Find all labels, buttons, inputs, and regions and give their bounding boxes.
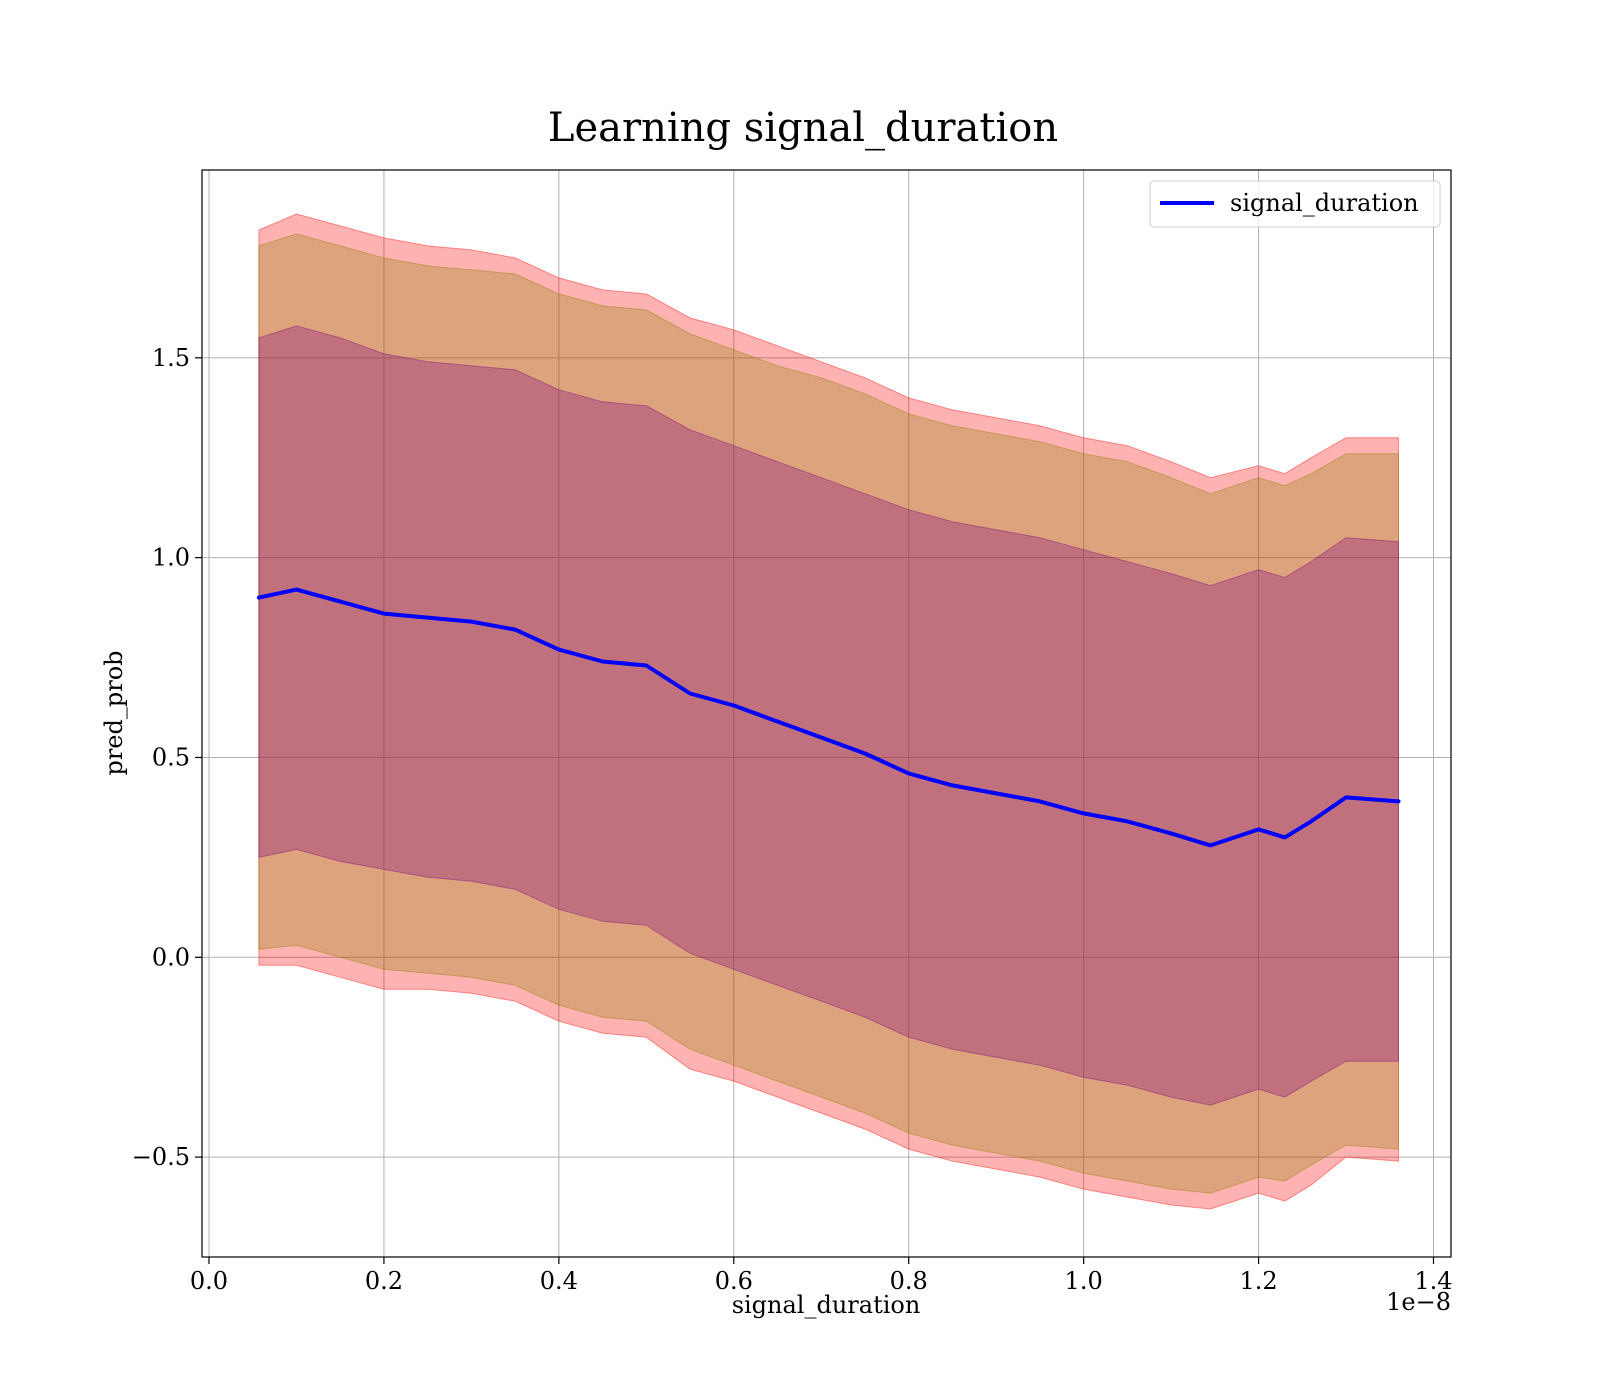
legend: signal_duration (1149, 180, 1441, 228)
y-tick-label: 0.5 (152, 743, 190, 771)
x-axis-offset-label: 1e−8 (1386, 1288, 1451, 1316)
y-tick-label: 1.0 (152, 544, 190, 572)
plot-frame (201, 169, 1452, 1258)
confidence-band-3 (258, 325, 1399, 1106)
x-tick-label: 1.0 (1065, 1267, 1103, 1295)
x-tick-label: 0.8 (890, 1267, 928, 1295)
line-layer (256, 587, 1401, 848)
x-tick-label: 1.4 (1414, 1267, 1452, 1295)
y-tick-label: −0.5 (132, 1143, 190, 1171)
band-layer (258, 213, 1399, 1210)
y-axis: −0.5 0.0 0.5 1.0 1.5 (132, 344, 202, 1171)
x-tick-label: 0.0 (190, 1267, 228, 1295)
series-line-signal-duration (256, 587, 1401, 848)
grid-layer (202, 170, 1451, 1257)
y-axis-label: pred_prob (100, 650, 128, 775)
legend-label-signal-duration: signal_duration (1230, 189, 1419, 217)
chart-title: Learning signal_duration (548, 105, 1058, 151)
x-tick-label: 0.6 (715, 1267, 753, 1295)
y-tick-label: 0.0 (152, 943, 190, 971)
x-tick-label: 1.2 (1239, 1267, 1277, 1295)
x-tick-label: 0.4 (540, 1267, 578, 1295)
confidence-band-1 (258, 213, 1399, 1210)
x-tick-label: 0.2 (365, 1267, 403, 1295)
y-tick-label: 1.5 (152, 344, 190, 372)
confidence-band-2 (258, 233, 1399, 1194)
x-axis: 0.0 0.2 0.4 0.6 0.8 1.0 1.2 1.4 (190, 1257, 1453, 1295)
x-axis-label: signal_duration (732, 1291, 921, 1319)
legend-box (1149, 180, 1441, 228)
